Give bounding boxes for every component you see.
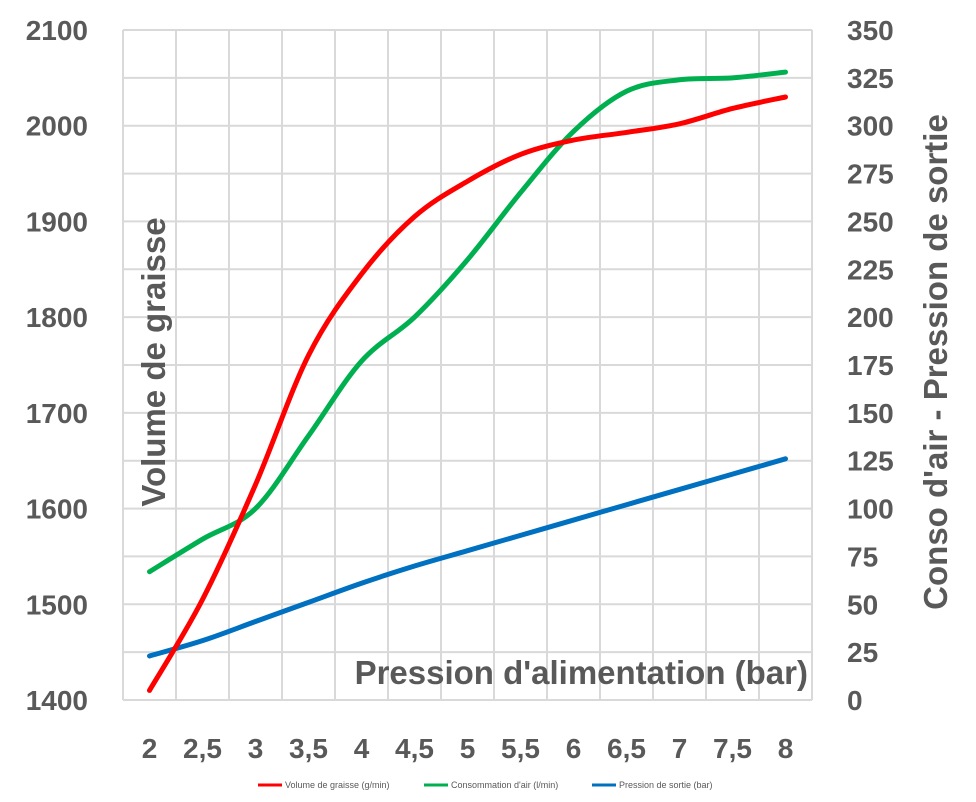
y-right-tick-label: 0 bbox=[847, 685, 863, 716]
x-tick-label: 7 bbox=[672, 733, 688, 764]
y-left-tick-label: 2100 bbox=[26, 15, 88, 46]
x-tick-label: 8 bbox=[778, 733, 794, 764]
x-tick-label: 4 bbox=[354, 733, 370, 764]
y-right-tick-label: 275 bbox=[847, 159, 894, 190]
legend-entry: Volume de graisse (g/min) bbox=[285, 780, 390, 790]
x-tick-label: 6 bbox=[566, 733, 582, 764]
grid bbox=[122, 29, 813, 701]
legend-entry: Pression de sortie (bar) bbox=[619, 780, 713, 790]
y-right-tick-label: 200 bbox=[847, 302, 894, 333]
series-line-2 bbox=[147, 456, 788, 659]
y-right-tick-label: 150 bbox=[847, 398, 894, 429]
y-right-tick-label: 100 bbox=[847, 494, 894, 525]
x-axis-title: Pression d'alimentation (bar) bbox=[355, 654, 808, 691]
y-right-tick-label: 125 bbox=[847, 446, 894, 477]
y-left-tick-label: 1900 bbox=[26, 206, 88, 237]
y-right-tick-label: 350 bbox=[847, 15, 894, 46]
y-right-tick-label: 300 bbox=[847, 111, 894, 142]
y-left-tick-label: 1700 bbox=[26, 398, 88, 429]
series-layer bbox=[147, 69, 788, 693]
y-right-tick-label: 250 bbox=[847, 206, 894, 237]
x-tick-label: 2,5 bbox=[183, 733, 222, 764]
x-tick-label: 7,5 bbox=[713, 733, 752, 764]
x-tick-label: 6,5 bbox=[607, 733, 646, 764]
y-right-tick-label: 225 bbox=[847, 254, 894, 285]
y-right-tick-label: 50 bbox=[847, 589, 878, 620]
x-tick-label: 5,5 bbox=[501, 733, 540, 764]
y-right-tick-label: 25 bbox=[847, 637, 878, 668]
legend: Volume de graisse (g/min) Consommation d'… bbox=[258, 780, 713, 790]
y-right-tick-label: 75 bbox=[847, 541, 878, 572]
y-left-tick-label: 1400 bbox=[26, 685, 88, 716]
y-right-tick-label: 175 bbox=[847, 350, 894, 381]
y-axis-right-title: Conso d'air - Pression de sortie bbox=[917, 114, 954, 610]
x-tick-label: 4,5 bbox=[395, 733, 434, 764]
series-line-0 bbox=[147, 94, 788, 693]
x-tick-label: 2 bbox=[142, 733, 158, 764]
x-tick-label: 3,5 bbox=[289, 733, 328, 764]
legend-entry: Consommation d'air (l/min) bbox=[451, 780, 558, 790]
y-axis-left-title: Volume de graisse bbox=[135, 217, 172, 506]
y-left-tick-label: 1800 bbox=[26, 302, 88, 333]
y-left-tick-label: 1600 bbox=[26, 494, 88, 525]
x-tick-label: 3 bbox=[248, 733, 264, 764]
y-right-tick-label: 325 bbox=[847, 63, 894, 94]
y-left-tick-label: 2000 bbox=[26, 111, 88, 142]
y-left-tick-label: 1500 bbox=[26, 589, 88, 620]
x-tick-label: 5 bbox=[460, 733, 476, 764]
series-line-1 bbox=[147, 69, 788, 575]
ticks: 1400150016001700180019002000210002550751… bbox=[26, 15, 894, 764]
